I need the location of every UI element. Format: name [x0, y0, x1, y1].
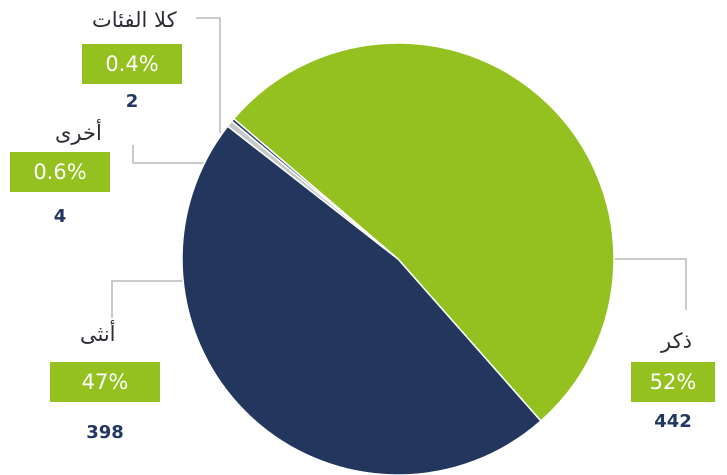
pie-slices — [181, 42, 615, 475]
percent-female: 47% — [50, 362, 160, 402]
count-male: 442 — [654, 411, 692, 432]
slice-both — [230, 117, 399, 260]
leader-male — [612, 258, 687, 310]
percent-male: 52% — [631, 362, 715, 402]
label-female: أنثى — [80, 322, 116, 346]
leader-other — [132, 145, 207, 164]
count-female: 398 — [86, 422, 124, 443]
leader-female — [111, 280, 184, 318]
slice-female — [181, 125, 542, 475]
count-other: 4 — [53, 206, 67, 227]
count-both: 2 — [125, 91, 139, 112]
leader-lines — [111, 17, 687, 318]
slice-male — [232, 42, 615, 423]
leader-both — [196, 17, 221, 133]
label-both: كلا الفئات — [92, 8, 177, 32]
label-other: أخرى — [55, 121, 102, 145]
percent-both: 0.4% — [82, 44, 182, 84]
label-male: ذكر — [661, 329, 692, 353]
percent-other: 0.6% — [10, 152, 110, 192]
